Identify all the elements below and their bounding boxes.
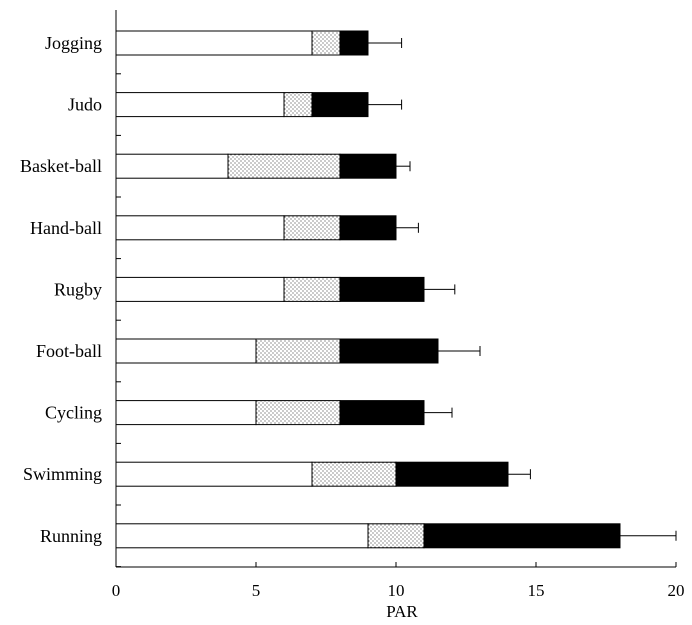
bar-segment-2 — [283, 92, 313, 118]
bar-segment-1 — [115, 276, 285, 302]
bar-segment-2 — [283, 276, 341, 302]
bar-segment-1 — [115, 153, 229, 179]
x-tick-label: 20 — [668, 581, 685, 600]
bar-segment-2 — [283, 215, 341, 241]
category-label: Swimming — [23, 464, 102, 484]
axes: 0 5 10 15 20 — [112, 10, 685, 600]
bar-segment-2 — [255, 338, 341, 364]
bar-segment-2 — [311, 461, 397, 487]
bar-segment-3 — [339, 153, 397, 179]
bar-segment-2 — [367, 523, 425, 549]
bar-segment-3 — [311, 92, 369, 118]
x-axis-label: PAR — [386, 602, 418, 621]
bar-segment-2 — [255, 400, 341, 426]
category-label: Judo — [68, 95, 102, 115]
x-tick-label: 15 — [528, 581, 545, 600]
bar-segment-2 — [227, 153, 341, 179]
bar-segment-3 — [395, 461, 509, 487]
bar-segment-3 — [339, 276, 425, 302]
bar-segment-1 — [115, 215, 285, 241]
bar-segment-3 — [339, 400, 425, 426]
category-label: Running — [40, 526, 102, 546]
category-label: Hand-ball — [30, 218, 102, 238]
bar-segment-2 — [311, 30, 341, 56]
bar-segment-1 — [115, 30, 313, 56]
x-tick-label: 0 — [112, 581, 121, 600]
bar-segment-1 — [115, 400, 257, 426]
category-label: Foot-ball — [36, 341, 102, 361]
bar-segment-1 — [115, 338, 257, 364]
bar-segment-3 — [339, 338, 439, 364]
category-label: Rugby — [54, 279, 102, 299]
x-tick-label: 5 — [252, 581, 261, 600]
bar-segment-3 — [339, 30, 369, 56]
category-label: Basket-ball — [20, 156, 102, 176]
category-labels: Jogging Judo Basket-ball Hand-ball Rugby Foot… — [20, 33, 102, 546]
bar-segment-1 — [115, 92, 285, 118]
category-label: Cycling — [45, 403, 102, 423]
bar-segment-1 — [115, 523, 369, 549]
category-label: Jogging — [45, 33, 102, 53]
bar-segment-3 — [339, 215, 397, 241]
bars-layer — [115, 30, 677, 549]
bar-segment-1 — [115, 461, 313, 487]
bar-segment-3 — [423, 523, 621, 549]
x-tick-label: 10 — [388, 581, 405, 600]
